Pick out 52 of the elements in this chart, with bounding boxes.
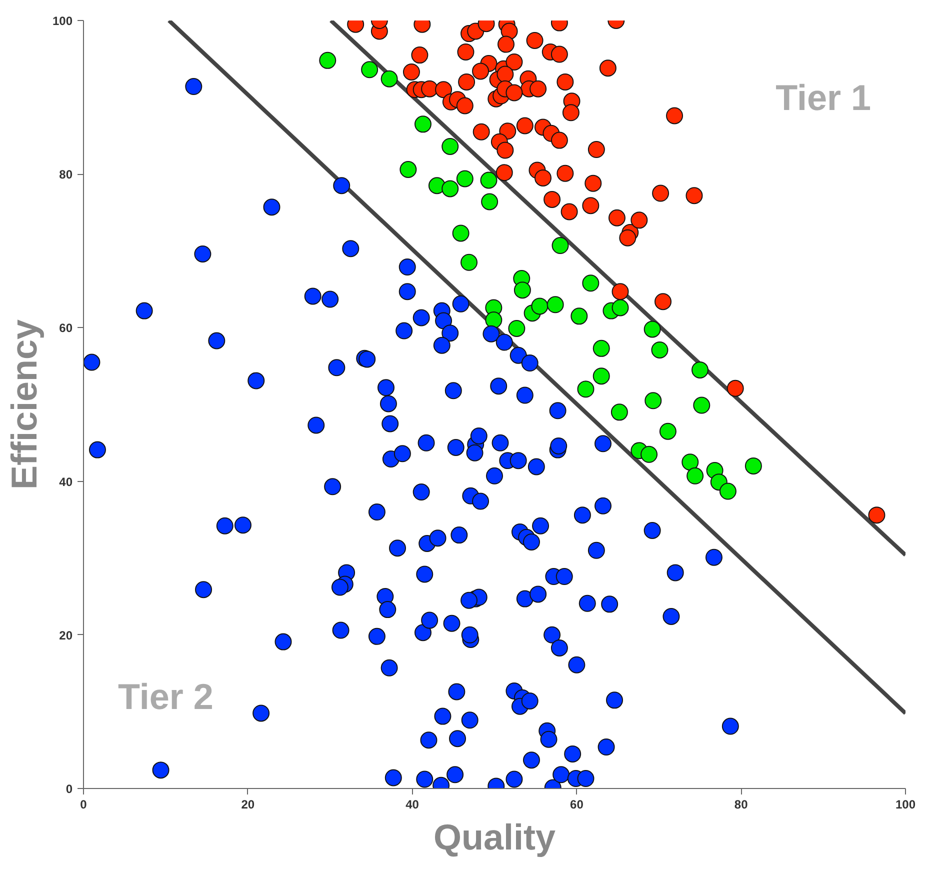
x-tick-label: 0 — [80, 798, 88, 812]
point — [442, 138, 459, 155]
point — [659, 422, 676, 440]
point — [514, 282, 531, 299]
point — [414, 116, 432, 133]
point — [480, 172, 498, 189]
point — [508, 320, 526, 337]
y-axis-title: Efficiency — [3, 319, 44, 490]
point — [693, 396, 710, 414]
point — [456, 170, 474, 188]
y-tick-label: 0 — [66, 782, 73, 796]
point — [361, 61, 378, 78]
point — [610, 404, 628, 421]
point — [682, 454, 699, 471]
point — [531, 298, 548, 315]
annotation: Tier 1 — [776, 76, 872, 118]
point — [577, 380, 594, 398]
x-tick-label: 100 — [895, 798, 916, 812]
point — [485, 312, 502, 329]
x-tick-label: 80 — [734, 798, 748, 812]
point — [644, 392, 662, 410]
point — [319, 52, 336, 69]
point — [380, 70, 398, 88]
point — [582, 274, 600, 292]
point — [546, 296, 564, 314]
point — [719, 482, 736, 500]
point — [644, 320, 661, 338]
y-tick-label: 80 — [59, 168, 73, 182]
point — [592, 368, 610, 385]
point — [552, 237, 569, 254]
point — [651, 341, 668, 358]
y-tick-label: 40 — [59, 474, 73, 489]
y-tick-label: 60 — [59, 321, 73, 336]
y-tick-label: 100 — [52, 14, 73, 28]
point — [686, 467, 704, 484]
x-tick-label: 20 — [241, 798, 255, 812]
y-tick-label: 20 — [59, 628, 73, 642]
point — [640, 446, 658, 463]
x-axis-title: Quality — [433, 816, 556, 858]
point — [442, 180, 459, 198]
point — [460, 254, 478, 271]
point — [592, 340, 610, 357]
x-tick-label: 40 — [406, 798, 420, 812]
x-tick-label: 60 — [570, 798, 584, 812]
point — [452, 224, 470, 242]
annotation: Tier 2 — [118, 676, 214, 717]
point — [400, 161, 417, 178]
point — [692, 361, 708, 378]
point — [744, 457, 762, 474]
point — [481, 193, 498, 210]
point — [612, 299, 629, 316]
point — [570, 308, 588, 325]
